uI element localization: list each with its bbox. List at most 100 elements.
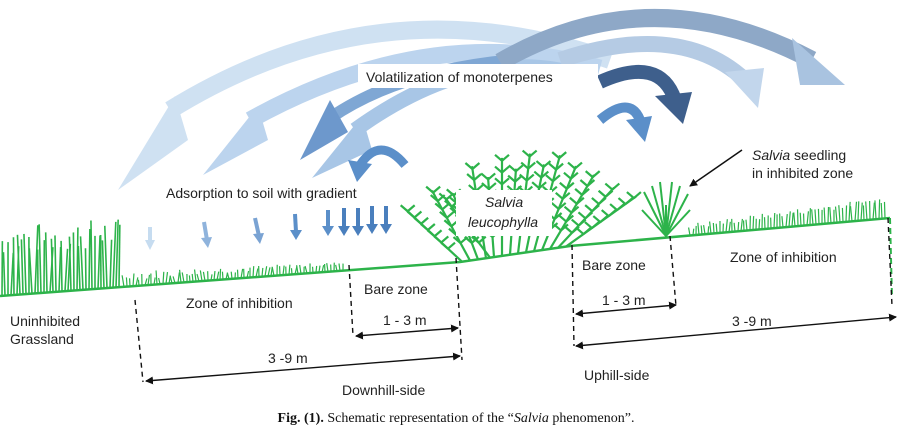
grass-blade [745, 219, 748, 231]
shrub-leaf [434, 202, 443, 211]
figure-caption-label: Fig. (1). [277, 411, 324, 426]
shrub-leaf [433, 229, 443, 238]
grass-blade [338, 263, 341, 271]
shrub-leaf [533, 170, 543, 179]
shrub-leaf [550, 202, 560, 210]
grass-blade [193, 269, 197, 282]
shrub-leaf [555, 162, 564, 171]
shrub-leaf [574, 188, 583, 196]
grass-blade [2, 252, 6, 296]
grass-blade [101, 240, 105, 289]
grass-blade [177, 272, 180, 283]
shrub-leaf [557, 202, 567, 210]
grass-blade [28, 248, 33, 294]
grass-blade [318, 265, 321, 273]
shrub-leaf [584, 221, 593, 229]
grass-blade [121, 275, 125, 287]
shrub-leaf [447, 241, 456, 250]
shrub-leaf [558, 151, 567, 159]
grass-blade [230, 271, 233, 279]
salvia-plant-label-1: Salvia [485, 194, 523, 210]
shrub-leaf [571, 218, 580, 227]
shrub-leaf [545, 174, 554, 182]
grass-blade [811, 209, 814, 225]
shrub-leaf [466, 173, 475, 181]
shrub-leaf [553, 223, 562, 232]
shrub-leaf [526, 173, 535, 182]
grass-blade [785, 213, 788, 228]
shrub-leaf [562, 191, 571, 200]
grass-blade [862, 205, 865, 221]
grass-blade [191, 273, 194, 282]
volatilization-arcs-right [348, 9, 845, 182]
grass-blade [737, 222, 740, 232]
shrub-leaf [552, 174, 561, 182]
grass-blade [773, 212, 776, 229]
grass-blade [829, 207, 832, 224]
shrub-leaf [521, 149, 531, 158]
grass-blade [841, 207, 844, 223]
shrub-leaf [617, 197, 627, 205]
grass-blade [199, 270, 203, 282]
shrub-leaf [540, 170, 550, 179]
shrub-leaf [478, 235, 487, 244]
shrub-leaf [604, 182, 614, 191]
salvia-plant-label-2: leucophylla [468, 214, 538, 230]
grass-blade [878, 199, 881, 219]
shrub-leaf [538, 181, 547, 189]
grass-blade [12, 237, 15, 295]
grass-blade [315, 265, 318, 273]
range-1-3-right-label: 1 - 3 m [602, 292, 646, 308]
grass-blade [240, 268, 244, 279]
shrub-leaf [448, 227, 457, 236]
bare-zone-left-label: Bare zone [364, 281, 428, 297]
dimension-lines [134, 217, 897, 385]
shrub-leaf [445, 192, 455, 201]
shrub-leaf [494, 165, 503, 174]
figure-caption: Fig. (1). Schematic representation of th… [0, 411, 912, 427]
grass-blade [872, 202, 875, 220]
grass-blade [196, 273, 200, 282]
grass-blade [793, 212, 796, 227]
shrub-leaf [406, 204, 416, 213]
bare-zone-right-label: Bare zone [582, 257, 646, 273]
shrub-leaf [481, 182, 490, 190]
range-3-9-left-label: 3 -9 m [268, 350, 308, 366]
grass-blade [34, 225, 39, 294]
grass-blade [226, 272, 230, 280]
shrub-leaf [553, 212, 563, 220]
shrub-leaf [519, 173, 528, 182]
shrub-leaf [598, 197, 607, 205]
uninhibited-label-1: Uninhibited [10, 313, 80, 329]
grass-blade [155, 270, 158, 285]
shrub-leaf [616, 203, 625, 211]
shrub-leaf [569, 196, 578, 205]
shrub-leaf [600, 209, 610, 217]
grass-blade [202, 271, 206, 281]
grass-blade [733, 222, 736, 232]
shrub-leaf [591, 170, 601, 178]
grass-blade [58, 247, 62, 292]
seedling-pointer [689, 149, 743, 187]
grass-blade [125, 277, 128, 287]
grass-blade [115, 219, 119, 288]
shrub-leaf [473, 173, 482, 181]
shrub-leaf [440, 241, 449, 250]
grass-blade [857, 201, 860, 221]
shrub-leaf [566, 181, 575, 190]
grass-blade [335, 264, 338, 272]
shrub-leaf [494, 153, 503, 162]
grass-blade [687, 227, 691, 236]
grass-blade [874, 200, 877, 220]
shrub-leaf [611, 182, 621, 191]
figure-caption-italic: Salvia [513, 411, 549, 426]
seedling-label-line1: Salvia seedling [752, 147, 846, 163]
grass-blade [109, 239, 113, 288]
range-1-3-left-label: 1 - 3 m [383, 312, 427, 328]
grass-blade [135, 277, 139, 287]
grass-blade [172, 276, 176, 284]
grass-blade [288, 264, 291, 275]
shrub-leaf [599, 215, 609, 223]
shrub-leaf [420, 223, 429, 231]
grass-blade [158, 277, 161, 285]
